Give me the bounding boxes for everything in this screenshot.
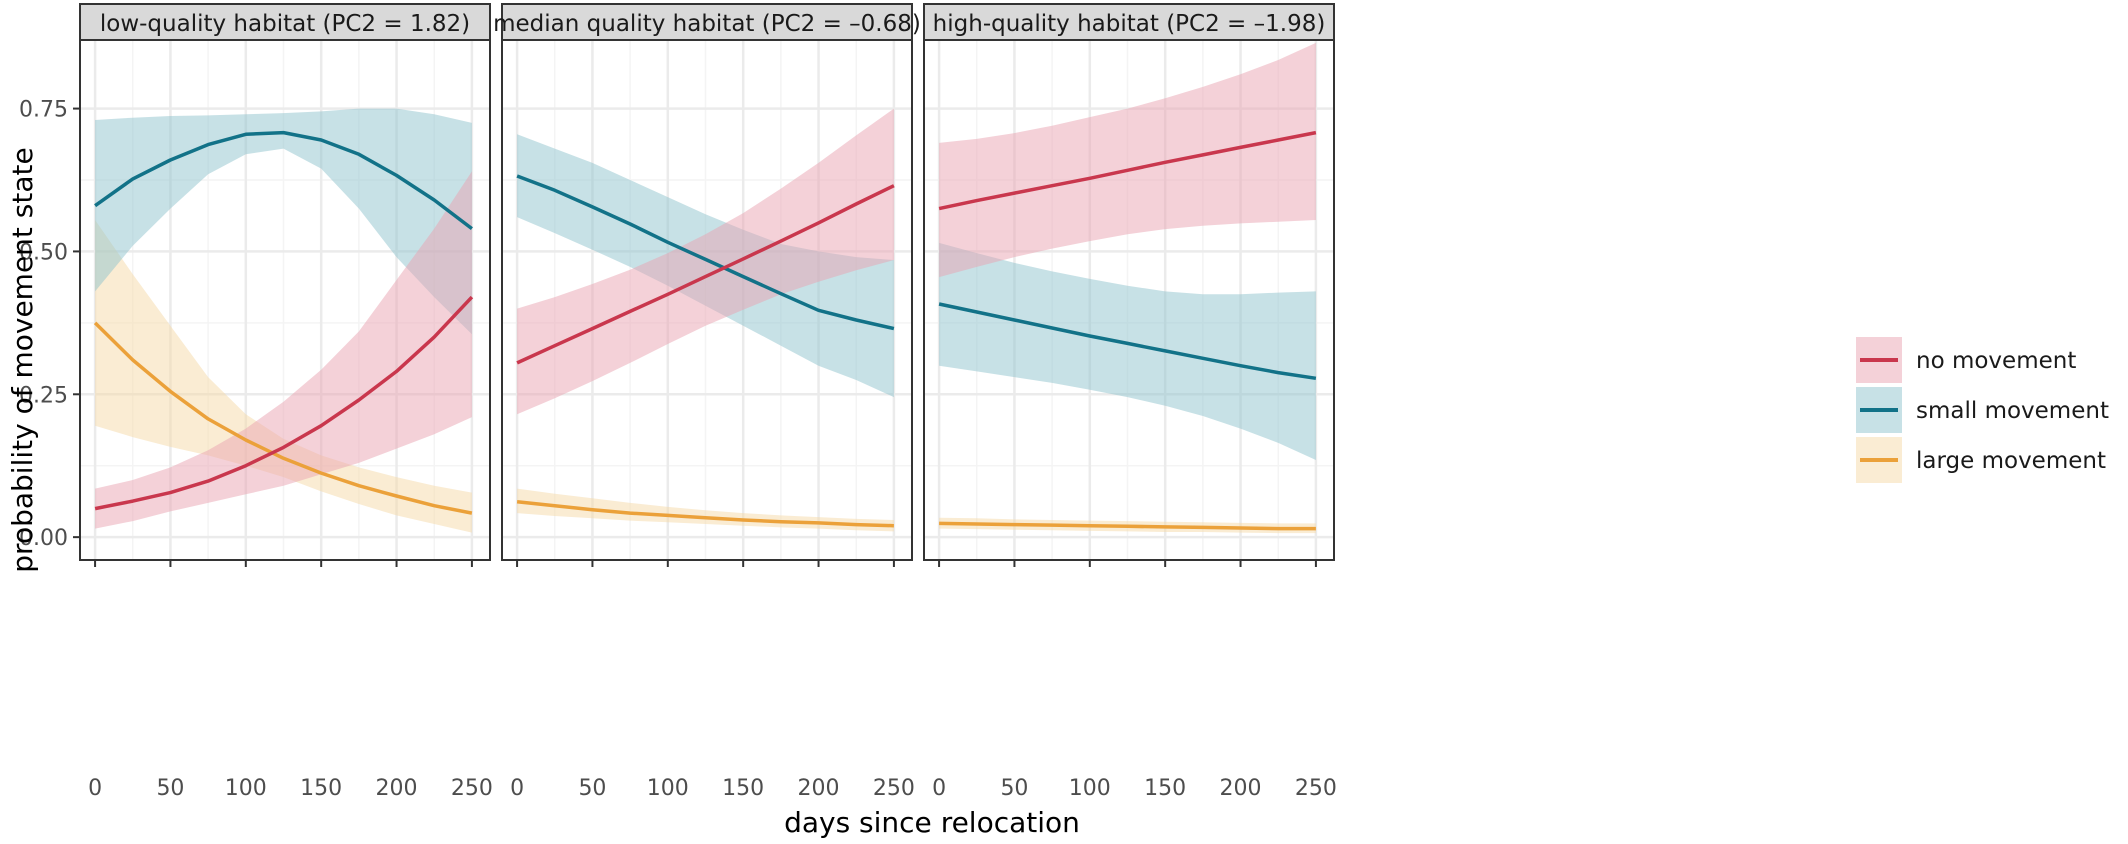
y-tick-label: 0.75 (19, 98, 68, 123)
line-large-movement (93, 321, 473, 515)
x-tick-label: 250 (1295, 776, 1337, 801)
line-no-movement (938, 130, 1317, 211)
strip-label: low-quality habitat (PC2 = 1.82) (100, 11, 470, 37)
x-tick-label: 200 (376, 776, 418, 801)
x-tick-label: 50 (156, 776, 184, 801)
strip-background (501, 3, 913, 41)
legend: no movement small movement large movement (1856, 337, 2109, 483)
strip-label: high-quality habitat (PC2 = –1.98) (933, 11, 1326, 37)
y-tick-label: 0.25 (19, 383, 68, 408)
y-tick-label: 0.00 (19, 526, 68, 551)
legend-label: small movement (1916, 398, 2109, 424)
line-large-movement (516, 499, 894, 528)
x-tick-label: 50 (578, 776, 606, 801)
panels-layer: low-quality habitat (PC2 = 1.82) median q… (79, 3, 1335, 561)
ribbon-no-movement (517, 108, 894, 415)
line-small-movement (938, 302, 1317, 381)
y-axis: 0.00 0.25 0.50 0.75 (19, 98, 80, 551)
line-small-movement (516, 174, 895, 331)
x-tick-label: 250 (451, 776, 493, 801)
ribbon-small-movement (939, 242, 1316, 460)
legend-item-no-movement: no movement (1856, 337, 2076, 383)
legend-item-small-movement: small movement (1856, 387, 2109, 433)
x-tick-label: 200 (798, 776, 840, 801)
y-tick-label: 0.50 (19, 240, 68, 265)
ribbon-no-movement (95, 171, 472, 529)
line-no-movement (94, 295, 474, 511)
x-axis-title: days since relocation (784, 806, 1080, 839)
x-tick-label: 150 (300, 776, 342, 801)
ribbon-no-movement (939, 42, 1316, 278)
x-tick-label: 50 (1000, 776, 1028, 801)
x-tick-label: 150 (722, 776, 764, 801)
x-axes: 0 50 100 150 200 250 0 50 100 150 200 250 0 50 100 150 2… (88, 560, 1337, 801)
panel-3: high-quality habitat (PC2 = –1.98) (923, 3, 1335, 561)
x-tick-label: 0 (88, 776, 102, 801)
x-tick-label: 150 (1144, 776, 1186, 801)
strip-background (923, 3, 1335, 41)
x-tick-label: 100 (225, 776, 267, 801)
strip-label: median quality habitat (PC2 = –0.68) (493, 11, 921, 37)
legend-label: large movement (1916, 448, 2106, 474)
line-no-movement (516, 184, 895, 365)
line-large-movement (939, 521, 1316, 531)
line-small-movement (94, 130, 473, 230)
legend-item-large-movement: large movement (1856, 437, 2106, 483)
x-tick-label: 200 (1220, 776, 1262, 801)
x-tick-label: 250 (873, 776, 915, 801)
y-axis-title: probability of movement state (6, 147, 39, 572)
x-tick-label: 100 (1069, 776, 1111, 801)
legend-label: no movement (1916, 348, 2076, 374)
x-tick-label: 0 (932, 776, 946, 801)
x-tick-label: 0 (510, 776, 524, 801)
strip-background (79, 3, 491, 41)
x-tick-label: 100 (647, 776, 689, 801)
panel-2: median quality habitat (PC2 = –0.68) (493, 3, 921, 561)
panel-1: low-quality habitat (PC2 = 1.82) (79, 3, 491, 561)
